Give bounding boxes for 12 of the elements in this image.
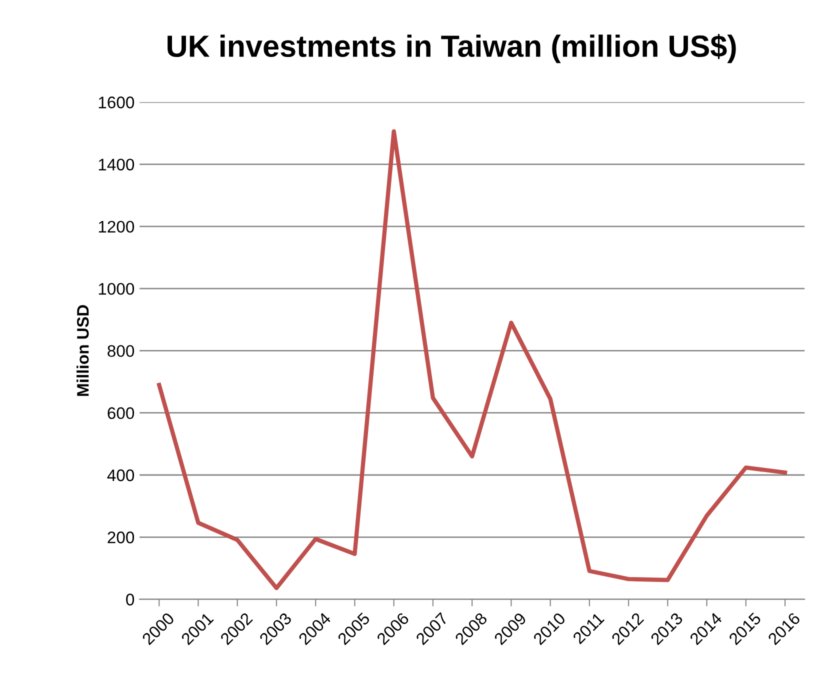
chart-title: UK investments in Taiwan (million US$) (168, 34, 736, 64)
y-tick-label: 1400 (98, 158, 134, 170)
y-axis-title: Million USD (76, 305, 89, 396)
y-tick-label: 600 (108, 407, 134, 420)
line-series (157, 129, 788, 590)
y-tick-label: 0 (126, 594, 134, 606)
y-tick-label: 400 (107, 469, 134, 482)
y-tick-label: 800 (108, 345, 134, 357)
y-tick-label: 1000 (98, 282, 134, 295)
y-tick-label: 200 (108, 532, 134, 544)
y-tick-label: 1200 (98, 220, 134, 233)
y-tick-label: 1600 (98, 96, 134, 108)
